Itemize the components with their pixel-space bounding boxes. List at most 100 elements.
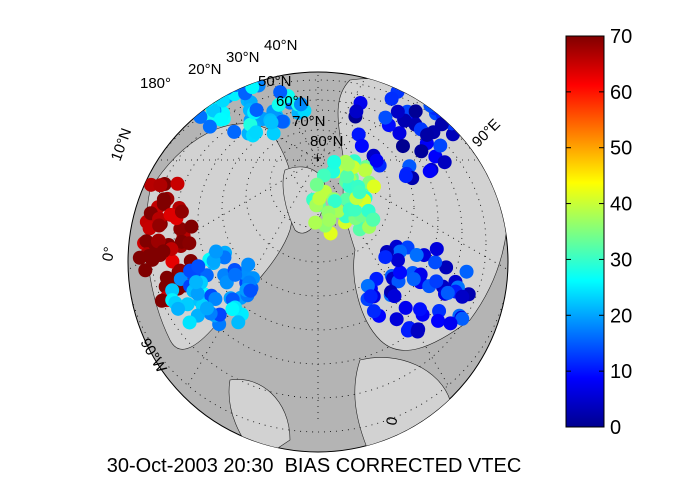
- vtec-point: [428, 255, 443, 270]
- label-lat-60: 60°N: [276, 93, 310, 110]
- vtec-point: [351, 127, 366, 142]
- vtec-point: [423, 72, 438, 87]
- vtec-point: [410, 324, 425, 339]
- vtec-point: [429, 241, 444, 256]
- vtec-point: [182, 315, 197, 330]
- vtec-point: [366, 179, 381, 194]
- vtec-point: [327, 194, 342, 209]
- vtec-point: [190, 286, 205, 301]
- vtec-point: [184, 219, 199, 234]
- vtec-point: [398, 169, 413, 184]
- vtec-point: [227, 124, 242, 139]
- vtec-point: [409, 72, 424, 76]
- vtec-point: [436, 89, 451, 104]
- vtec-point: [156, 192, 171, 207]
- vtec-point: [400, 72, 415, 76]
- longitude-line: [317, 159, 449, 386]
- longitude-line: [317, 159, 508, 291]
- plot-title: 30-Oct-2003 20:30 BIAS CORRECTED VTEC: [106, 455, 522, 477]
- vtec-point: [142, 248, 157, 263]
- vtec-point: [358, 163, 373, 178]
- vtec-point: [433, 138, 448, 153]
- vtec-point: [369, 153, 384, 168]
- vtec-point: [213, 112, 228, 127]
- vtec-point: [219, 81, 234, 96]
- label-lon-0deg: 0°: [99, 246, 118, 263]
- colorbar: [565, 35, 605, 428]
- vtec-point: [389, 312, 404, 327]
- vtec-point: [443, 316, 458, 331]
- vtec-point: [347, 202, 362, 217]
- vtec-point: [174, 204, 189, 219]
- vtec-point: [322, 212, 337, 227]
- vtec-point: [408, 104, 423, 119]
- label-lat-80: 80°N: [310, 133, 344, 150]
- vtec-point: [165, 283, 180, 298]
- vtec-point: [455, 311, 470, 326]
- longitude-line: [128, 159, 319, 291]
- vtec-point: [293, 97, 308, 112]
- vtec-point: [273, 85, 288, 100]
- colorbar-tick-label: 30: [610, 249, 632, 271]
- vtec-point: [208, 292, 223, 307]
- vtec-point: [153, 178, 168, 193]
- vtec-point: [429, 274, 444, 289]
- vtec-point: [264, 115, 279, 130]
- vtec-point: [202, 119, 217, 134]
- label-lat-40: 40°N: [264, 37, 298, 54]
- vtec-point: [390, 104, 405, 119]
- vtec-point: [228, 77, 243, 92]
- vtec-point: [418, 72, 433, 86]
- vtec-point: [209, 244, 224, 259]
- label-lon-180: 180°: [140, 75, 171, 92]
- label-lat-50: 50°N: [258, 73, 292, 90]
- vtec-point: [405, 75, 420, 90]
- vtec-point: [409, 248, 424, 263]
- vtec-point: [341, 157, 356, 172]
- vtec-point: [171, 301, 186, 316]
- vtec-point: [420, 127, 435, 142]
- vtec-point: [363, 289, 378, 304]
- vtec-point: [395, 139, 410, 154]
- vtec-point: [354, 138, 369, 153]
- vtec-point: [437, 155, 452, 170]
- vtec-point: [195, 90, 210, 105]
- latitude-line: [197, 109, 439, 331]
- vtec-point: [422, 164, 437, 179]
- vtec-point: [170, 176, 185, 191]
- label-lat-20: 20°N: [188, 61, 222, 78]
- colorbar-ticks: 0 10 20 30 40 50 60 70: [566, 26, 632, 439]
- vtec-point: [231, 315, 246, 330]
- vtec-point: [243, 283, 258, 298]
- vtec-point: [163, 207, 178, 222]
- vtec-point: [275, 114, 290, 129]
- vtec-point: [455, 289, 470, 304]
- vtec-point: [156, 244, 171, 259]
- vtec-point: [434, 117, 449, 132]
- vtec-point: [138, 263, 153, 278]
- vtec-point: [312, 191, 327, 206]
- vtec-point: [327, 154, 342, 169]
- vtec-point: [182, 236, 197, 251]
- label-lon-0: 0: [383, 416, 401, 427]
- longitude-line: [187, 159, 319, 386]
- vtec-point: [392, 126, 407, 141]
- label-lat-70: 70°N: [292, 113, 326, 130]
- vtec-point: [309, 177, 324, 192]
- label-lon-90e: 90°E: [469, 116, 504, 151]
- vtec-point: [431, 313, 446, 328]
- vtec-point: [308, 215, 323, 230]
- vtec-point: [241, 257, 256, 272]
- vtec-point: [217, 77, 232, 92]
- colorbar-tick-label: 0: [610, 417, 621, 439]
- vtec-point: [271, 97, 286, 112]
- vtec-point: [387, 289, 402, 304]
- land-masses: [128, 72, 508, 452]
- vtec-point: [443, 83, 458, 98]
- vtec-point: [340, 169, 355, 184]
- vtec-point: [408, 72, 423, 80]
- vtec-point: [191, 259, 206, 274]
- vtec-point: [393, 265, 408, 280]
